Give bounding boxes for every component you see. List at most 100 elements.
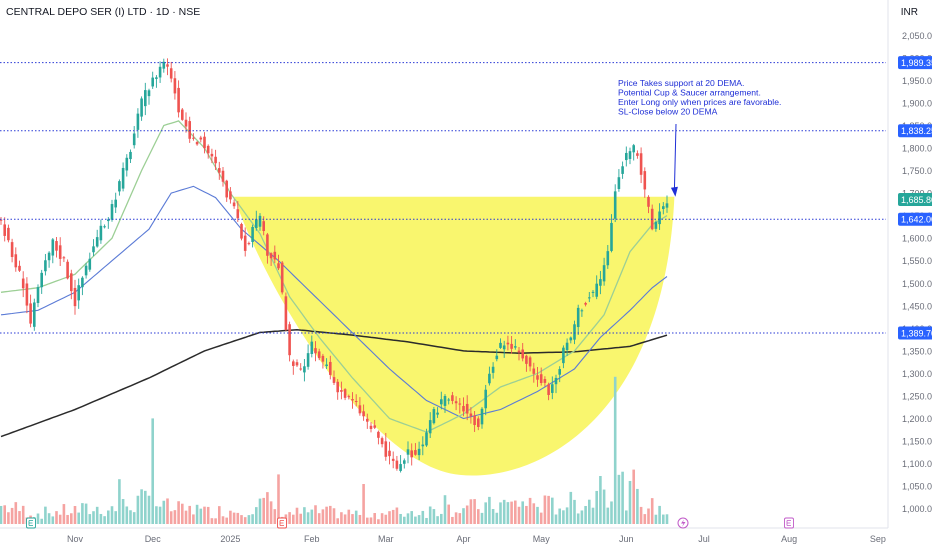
- candle-body: [517, 350, 521, 353]
- candle-body: [351, 399, 354, 401]
- volume-bar: [10, 507, 14, 524]
- x-tick-label: Dec: [145, 534, 162, 544]
- candle-body: [462, 405, 465, 412]
- candle-body: [51, 239, 55, 256]
- volume-bar: [269, 501, 273, 524]
- candle-body: [525, 355, 528, 364]
- volume-bar: [166, 498, 169, 524]
- candle-body: [232, 202, 236, 207]
- candle-body: [506, 342, 510, 345]
- candle-body: [62, 257, 66, 259]
- volume-bar: [210, 518, 214, 524]
- volume-bar: [425, 517, 428, 524]
- volume-bar: [73, 505, 77, 524]
- volume-bar: [510, 501, 513, 524]
- candle-body: [491, 366, 495, 373]
- cup-highlight: [234, 196, 675, 476]
- candle-body: [321, 355, 325, 362]
- earnings-marker: [784, 517, 794, 529]
- volume-bar: [447, 504, 450, 524]
- candle-body: [562, 347, 565, 364]
- candle-body: [377, 431, 380, 438]
- candle-body: [617, 177, 621, 190]
- volume-bar: [21, 505, 25, 524]
- volume-bar: [47, 513, 51, 524]
- volume-bar: [525, 505, 528, 524]
- candle-body: [440, 399, 443, 405]
- candle-body: [229, 191, 232, 200]
- candle-body: [417, 448, 421, 456]
- candle-body: [532, 368, 536, 374]
- volume-bar: [118, 479, 121, 524]
- candle-body: [395, 460, 399, 469]
- candle-body: [425, 432, 428, 446]
- volume-bar: [295, 507, 299, 524]
- volume-bar: [532, 503, 536, 524]
- volume-bar: [399, 513, 402, 524]
- candle-body: [366, 418, 369, 422]
- candle-body: [539, 374, 543, 384]
- candle-body: [639, 153, 643, 175]
- candle-body: [162, 61, 166, 69]
- annotation-arrow-line: [673, 123, 677, 191]
- candle-body: [132, 133, 136, 146]
- volume-bar: [343, 514, 347, 524]
- marker-glyph: [279, 520, 284, 526]
- volume-bar: [110, 506, 114, 524]
- volume-bar: [310, 509, 314, 524]
- last-price-value: 1,685.80: [901, 195, 932, 205]
- volume-bar: [214, 518, 217, 524]
- candle-body: [554, 377, 558, 385]
- volume-bar: [36, 513, 40, 524]
- volume-bar: [314, 505, 317, 524]
- candle-body: [214, 156, 217, 164]
- volume-bar: [551, 497, 554, 524]
- volume-bar: [81, 503, 84, 524]
- volume-bar: [558, 508, 561, 524]
- volume-bar: [595, 490, 598, 524]
- volume-bar: [406, 513, 410, 524]
- volume-bar: [332, 508, 336, 524]
- candle-body: [340, 390, 343, 392]
- candle-body: [114, 199, 117, 208]
- volume-bar: [70, 513, 73, 524]
- candle-body: [169, 68, 173, 79]
- candle-body: [206, 145, 210, 154]
- volume-bar: [232, 512, 236, 524]
- volume-bar: [236, 512, 240, 524]
- volume-bar: [195, 504, 199, 524]
- volume-bar: [484, 502, 487, 524]
- volume-bar: [391, 509, 395, 524]
- x-tick-label: Nov: [67, 534, 84, 544]
- volume-bar: [306, 512, 310, 524]
- volume-bar: [591, 507, 595, 524]
- candle-body: [436, 412, 439, 415]
- annotation-line: Enter Long only when prices are favorabl…: [618, 97, 781, 107]
- candle-body: [121, 167, 125, 189]
- candle-body: [240, 224, 243, 239]
- candle-body: [166, 64, 169, 67]
- annotation-arrow-head: [670, 186, 678, 197]
- candle-body: [580, 310, 584, 312]
- candle-body: [258, 215, 262, 227]
- candle-body: [388, 450, 391, 457]
- candle-body: [277, 263, 280, 269]
- candle-body: [662, 206, 665, 210]
- candle-body: [70, 273, 73, 292]
- candle-body: [55, 241, 58, 251]
- y-tick-label: 1,300.00: [902, 369, 932, 379]
- volume-bar: [158, 506, 162, 524]
- volume-bar: [329, 505, 332, 524]
- candle-body: [129, 151, 132, 160]
- volume-bar: [277, 474, 280, 524]
- candle-body: [292, 361, 295, 366]
- volume-bar: [147, 495, 151, 524]
- volume-bar: [506, 502, 510, 524]
- volume-bar: [536, 506, 539, 524]
- volume-bar: [181, 503, 184, 524]
- candle-body: [73, 287, 77, 307]
- candle-body: [299, 368, 302, 370]
- x-tick-label: 2025: [220, 534, 240, 544]
